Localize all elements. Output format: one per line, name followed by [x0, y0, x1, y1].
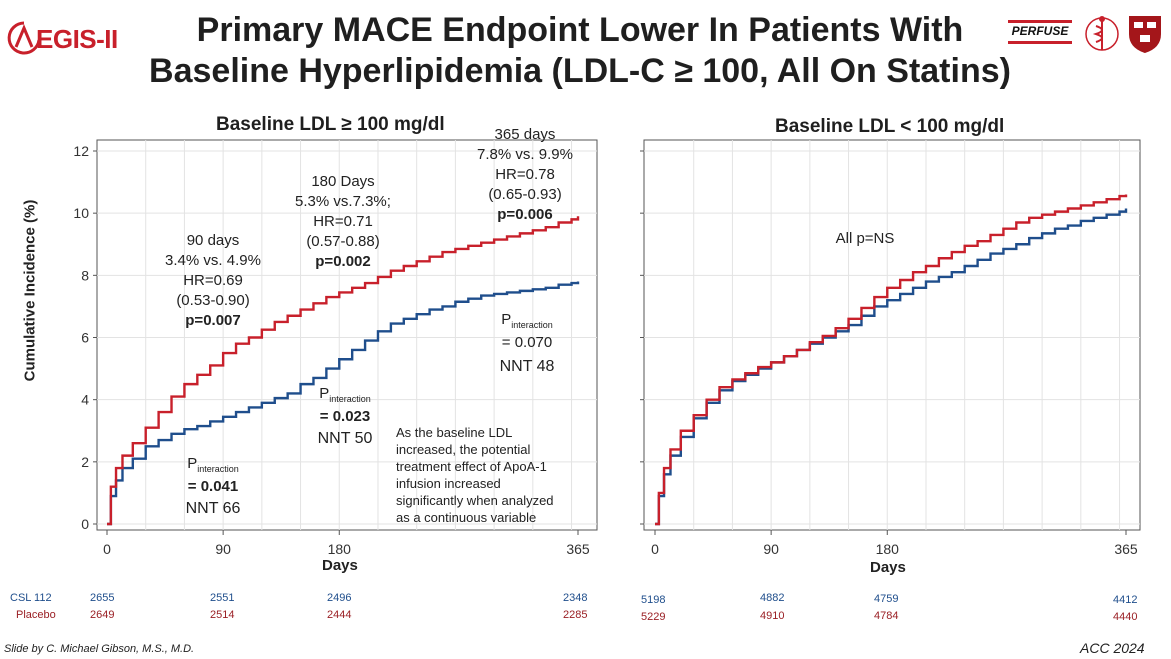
ann90-l2: 3.4% vs. 4.9% — [165, 252, 261, 269]
left-y-tick-label: 12 — [73, 143, 89, 159]
meeting-label: ACC 2024 — [1080, 640, 1145, 656]
continuous-variable-note: As the baseline LDL increased, the poten… — [396, 424, 586, 526]
ann180-l1: 180 Days — [311, 173, 375, 190]
perfuse-logo-frame — [1008, 20, 1072, 44]
left-x-tick-label: 90 — [215, 541, 231, 557]
ann365-l3: HR=0.78 — [495, 166, 555, 183]
left-y-tick-label: 6 — [81, 330, 89, 346]
risk-right-csl-1: 4882 — [760, 592, 785, 604]
ann365-l5: p=0.006 — [497, 206, 553, 223]
left-x-tick-label: 365 — [566, 541, 590, 557]
risk-right-pbo-1: 4910 — [760, 610, 785, 622]
risk-left-csl-2: 2496 — [327, 592, 352, 604]
pint3-nnt: NNT 48 — [499, 358, 555, 375]
ann90-l3: HR=0.69 — [183, 272, 243, 289]
annotation-90-days: 90 days 3.4% vs. 4.9% HR=0.69 (0.53-0.90… — [140, 231, 286, 331]
left-y-tick-label: 8 — [81, 267, 89, 283]
risk-label-placebo: Placebo — [16, 609, 56, 621]
ann180-l4: (0.57-0.88) — [306, 233, 380, 250]
title-line-1: Primary MACE Endpoint Lower In Patients … — [196, 11, 964, 49]
pint1-nnt: NNT 66 — [185, 500, 241, 517]
risk-right-pbo-0: 5229 — [641, 611, 666, 623]
note-line: increased, the potential — [396, 442, 531, 457]
pint1-val: = 0.041 — [187, 478, 239, 495]
ann180-l3: HR=0.71 — [313, 213, 373, 230]
caduceus-icon — [1085, 16, 1119, 51]
ann180-l2: 5.3% vs.7.3%; — [295, 193, 391, 210]
pint2-nnt: NNT 50 — [317, 430, 373, 447]
left-x-tick-label: 0 — [103, 541, 111, 557]
perfuse-logo: PERFUSE — [1008, 20, 1072, 44]
note-line: infusion increased — [396, 476, 501, 491]
risk-left-pbo-2: 2444 — [327, 609, 352, 621]
left-series-csl112-line — [107, 281, 580, 526]
ann90-l1: 90 days — [186, 232, 240, 249]
risk-label-csl112: CSL 112 — [10, 592, 52, 604]
perfuse-logo-text: PERFUSE — [1011, 24, 1069, 38]
ann365-l4: (0.65-0.93) — [488, 186, 562, 203]
p-interaction-2: Pinteraction = 0.023 NNT 50 — [300, 385, 390, 448]
pint1-p: P — [187, 455, 198, 472]
risk-left-pbo-3: 2285 — [563, 609, 588, 621]
right-x-axis-label: Days — [870, 559, 906, 576]
risk-left-csl-3: 2348 — [563, 592, 588, 604]
aegis-logo-mark — [7, 21, 41, 55]
harvard-shield-icon — [1129, 16, 1161, 53]
slide-credit: Slide by C. Michael Gibson, M.S., M.D. — [4, 643, 195, 655]
pint3-val: = 0.070 — [501, 334, 553, 351]
left-x-axis-label: Days — [322, 557, 358, 574]
p-interaction-1: Pinteraction = 0.041 NNT 66 — [168, 455, 258, 518]
note-line: significantly when analyzed — [396, 493, 554, 508]
note-line: as a continuous variable — [396, 510, 537, 525]
ann365-l2: 7.8% vs. 9.9% — [477, 146, 573, 163]
annotation-180-days: 180 Days 5.3% vs.7.3%; HR=0.71 (0.57-0.8… — [268, 172, 418, 272]
right-x-tick-label: 365 — [1114, 541, 1138, 557]
left-y-tick-label: 10 — [73, 205, 89, 221]
right-x-tick-label: 90 — [763, 541, 779, 557]
note-line: treatment effect of ApoA-1 — [396, 459, 547, 474]
pint3-p: P — [501, 311, 512, 328]
right-x-tick-label: 0 — [651, 541, 659, 557]
risk-right-pbo-3: 4440 — [1113, 611, 1138, 623]
risk-left-csl-0: 2655 — [90, 592, 115, 604]
left-y-tick-label: 2 — [81, 454, 89, 470]
aegis-logo-text: EGIS-II — [36, 24, 118, 54]
risk-left-pbo-1: 2514 — [210, 609, 235, 621]
left-x-tick-label: 180 — [328, 541, 352, 557]
right-x-tick-label: 180 — [876, 541, 900, 557]
risk-left-pbo-0: 2649 — [90, 609, 115, 621]
pint2-p: P — [319, 385, 330, 402]
left-y-tick-label: 4 — [81, 392, 89, 408]
ann90-l5: p=0.007 — [185, 312, 241, 329]
annotation-365-days: 365 days 7.8% vs. 9.9% HR=0.78 (0.65-0.9… — [450, 125, 600, 225]
risk-right-pbo-2: 4784 — [874, 610, 899, 622]
slide-title: Primary MACE Endpoint Lower In Patients … — [130, 10, 1030, 92]
risk-right-csl-3: 4412 — [1113, 594, 1138, 606]
ann90-l4: (0.53-0.90) — [176, 292, 250, 309]
aegis-logo: EGIS-II — [6, 20, 146, 56]
ann180-l5: p=0.002 — [315, 253, 371, 270]
right-annotation: All p=NS — [835, 230, 895, 247]
left-chart-title: Baseline LDL ≥ 100 mg/dl — [216, 114, 445, 135]
pint2-sub: interaction — [329, 394, 371, 404]
pint3-sub: interaction — [511, 320, 553, 330]
note-line: As the baseline LDL — [396, 425, 513, 440]
risk-right-csl-0: 5198 — [641, 594, 666, 606]
risk-right-csl-2: 4759 — [874, 593, 899, 605]
title-line-2: Baseline Hyperlipidemia (LDL-C ≥ 100, Al… — [149, 52, 1011, 90]
pint1-sub: interaction — [197, 464, 239, 474]
left-plot-frame — [96, 139, 598, 531]
p-interaction-3: Pinteraction = 0.070 NNT 48 — [482, 311, 572, 376]
pint2-val: = 0.023 — [319, 408, 371, 425]
right-chart-title: Baseline LDL < 100 mg/dl — [775, 116, 1005, 137]
left-y-tick-label: 0 — [81, 516, 89, 532]
right-plot-frame — [643, 139, 1141, 531]
risk-left-csl-1: 2551 — [210, 592, 235, 604]
right-series-placebo-line — [655, 194, 1128, 526]
left-series-placebo-line — [107, 216, 580, 526]
right-series-csl112-line — [655, 208, 1128, 526]
ann365-l1: 365 days — [494, 126, 556, 143]
